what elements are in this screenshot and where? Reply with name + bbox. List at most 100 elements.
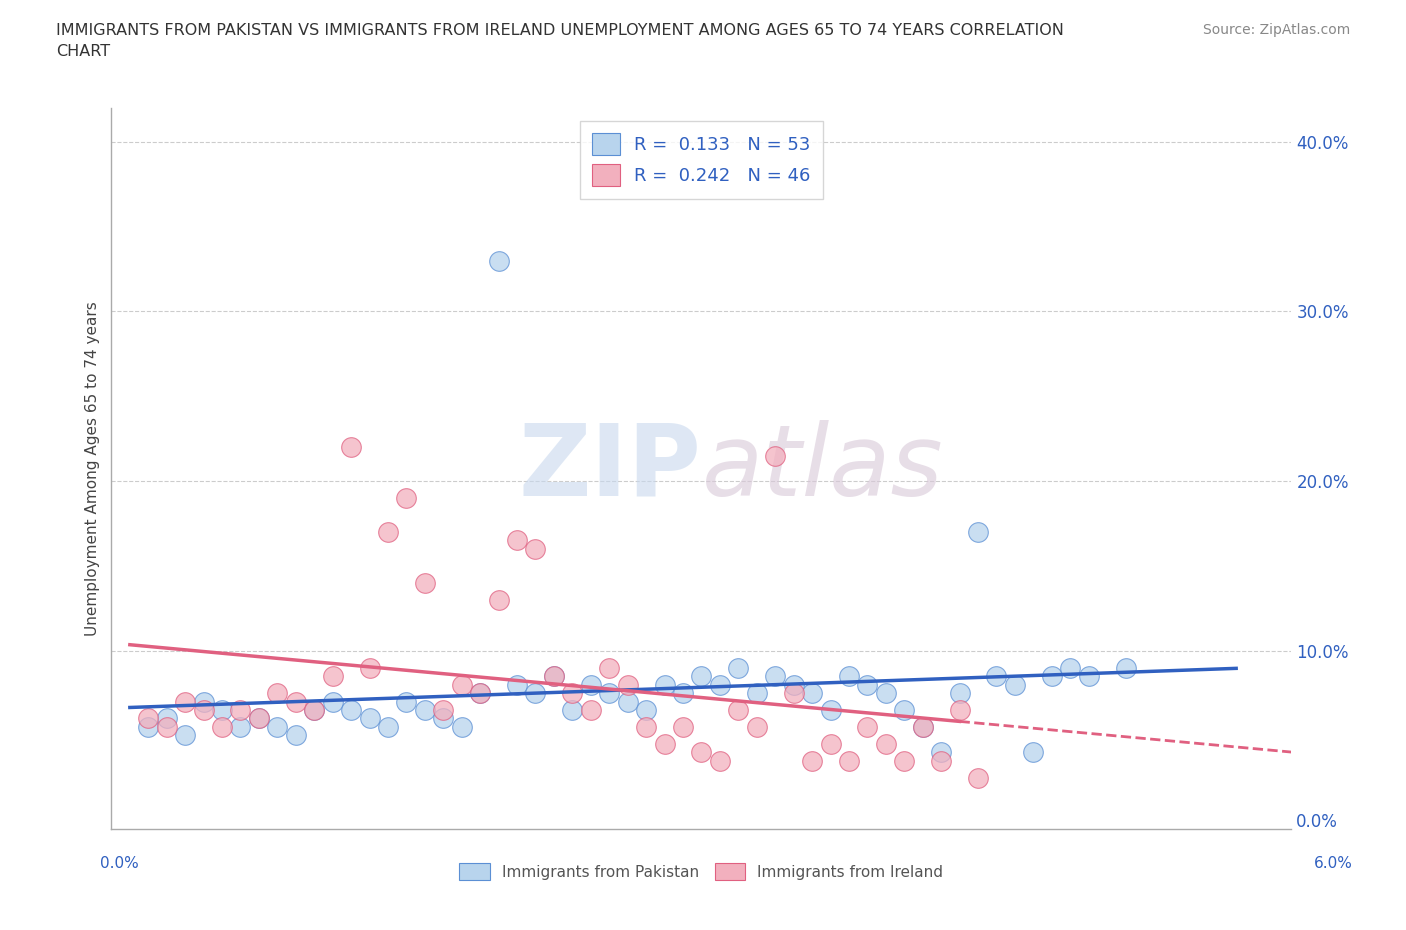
Point <box>1040 669 1063 684</box>
Point <box>1059 660 1081 675</box>
Point <box>579 677 602 692</box>
Point <box>211 720 233 735</box>
Point <box>911 720 934 735</box>
Point <box>413 702 436 717</box>
Point <box>801 753 824 768</box>
Point <box>488 592 510 607</box>
Point <box>247 711 270 726</box>
Point <box>598 660 620 675</box>
Point <box>782 685 804 700</box>
Point <box>524 541 547 556</box>
Text: atlas: atlas <box>702 419 943 517</box>
Point <box>432 702 454 717</box>
Point <box>948 685 970 700</box>
Point <box>470 685 492 700</box>
Point <box>506 677 529 692</box>
Legend: R =  0.133   N = 53, R =  0.242   N = 46: R = 0.133 N = 53, R = 0.242 N = 46 <box>579 121 823 199</box>
Point <box>359 660 381 675</box>
Point <box>986 669 1008 684</box>
Point <box>322 694 344 709</box>
Point <box>856 677 879 692</box>
Point <box>672 685 695 700</box>
Point <box>875 737 897 751</box>
Point <box>302 702 325 717</box>
Point <box>543 669 565 684</box>
Y-axis label: Unemployment Among Ages 65 to 74 years: Unemployment Among Ages 65 to 74 years <box>86 301 100 636</box>
Point <box>211 702 233 717</box>
Point <box>636 702 658 717</box>
Point <box>193 694 215 709</box>
Point <box>284 728 307 743</box>
Point <box>856 720 879 735</box>
Point <box>450 720 472 735</box>
Point <box>948 702 970 717</box>
Point <box>598 685 620 700</box>
Point <box>340 440 363 455</box>
Point <box>413 576 436 591</box>
Point <box>967 770 990 785</box>
Point <box>450 677 472 692</box>
Point <box>654 677 676 692</box>
Point <box>616 677 638 692</box>
Point <box>929 753 952 768</box>
Point <box>193 702 215 717</box>
Point <box>745 685 768 700</box>
Point <box>929 745 952 760</box>
Point <box>838 753 860 768</box>
Point <box>524 685 547 700</box>
Point <box>709 677 731 692</box>
Point <box>543 669 565 684</box>
Point <box>579 702 602 717</box>
Point <box>636 720 658 735</box>
Point <box>229 720 252 735</box>
Point <box>377 525 399 539</box>
Point <box>247 711 270 726</box>
Point <box>727 660 749 675</box>
Point <box>782 677 804 692</box>
Point <box>820 702 842 717</box>
Point <box>340 702 363 717</box>
Point <box>561 685 583 700</box>
Point <box>470 685 492 700</box>
Point <box>229 702 252 717</box>
Point <box>616 694 638 709</box>
Point <box>395 694 418 709</box>
Text: Source: ZipAtlas.com: Source: ZipAtlas.com <box>1202 23 1350 37</box>
Text: 0.0%: 0.0% <box>100 856 139 870</box>
Point <box>1115 660 1137 675</box>
Point <box>893 702 915 717</box>
Point <box>838 669 860 684</box>
Point <box>156 720 179 735</box>
Point <box>322 669 344 684</box>
Point <box>156 711 179 726</box>
Point <box>174 728 197 743</box>
Point <box>690 669 713 684</box>
Point <box>395 491 418 506</box>
Point <box>266 720 288 735</box>
Point <box>967 525 990 539</box>
Point <box>488 253 510 268</box>
Point <box>561 702 583 717</box>
Point <box>763 448 786 463</box>
Point <box>727 702 749 717</box>
Point <box>709 753 731 768</box>
Point <box>136 720 159 735</box>
Point <box>911 720 934 735</box>
Point <box>136 711 159 726</box>
Text: 6.0%: 6.0% <box>1313 856 1353 870</box>
Point <box>506 533 529 548</box>
Point <box>801 685 824 700</box>
Point <box>359 711 381 726</box>
Point <box>432 711 454 726</box>
Point <box>654 737 676 751</box>
Point <box>302 702 325 717</box>
Point <box>763 669 786 684</box>
Point <box>266 685 288 700</box>
Point <box>174 694 197 709</box>
Point <box>745 720 768 735</box>
Text: IMMIGRANTS FROM PAKISTAN VS IMMIGRANTS FROM IRELAND UNEMPLOYMENT AMONG AGES 65 T: IMMIGRANTS FROM PAKISTAN VS IMMIGRANTS F… <box>56 23 1064 60</box>
Point <box>820 737 842 751</box>
Point <box>690 745 713 760</box>
Point <box>1004 677 1026 692</box>
Point <box>1022 745 1045 760</box>
